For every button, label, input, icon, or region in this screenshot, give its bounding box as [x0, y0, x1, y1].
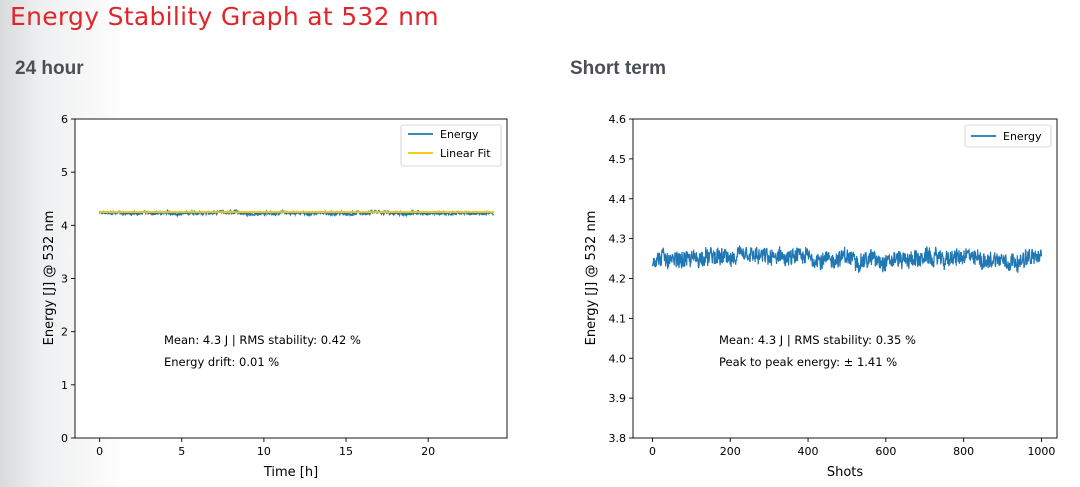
chart-short-term: 0 200 400 600 800 1000 3.8 3.9 4.0 4.1 4.2 4.3 4.4 4.…: [584, 113, 1058, 480]
ticks-layer: 0 200 400 600 800 1000 3.8 3.9 4.0 4.1 4.2 4.3 4.4 4.…: [609, 113, 1056, 458]
legend-label-energy: Energy: [440, 128, 479, 141]
legend-box: [400, 124, 502, 167]
y-tick-label: 4.4: [609, 193, 627, 206]
x-tick-label: 15: [339, 445, 353, 458]
y-tick-label: 4: [61, 219, 68, 232]
ticks-layer: 0 5 10 15 20 0 1 2 3 4 5 6: [61, 113, 435, 458]
annotation-peak-to-peak: Peak to peak energy: ± 1.41 %: [719, 355, 897, 369]
y-tick-label: 3: [61, 273, 68, 286]
y-tick-label: 4.0: [609, 352, 627, 365]
y-axis-label: Energy [J] @ 532 nm: [42, 211, 57, 346]
annotation-mean-rms: Mean: 4.3 J | RMS stability: 0.42 %: [164, 333, 361, 347]
x-axis-label: Shots: [827, 465, 864, 480]
section-heading-24-hour: 24 hour: [15, 58, 84, 79]
x-tick-label: 5: [178, 445, 185, 458]
series-layer: [651, 245, 1043, 273]
y-tick-label: 4.2: [609, 273, 627, 286]
x-tick-label: 400: [798, 445, 819, 458]
annotation-energy-drift: Energy drift: 0.01 %: [164, 355, 279, 369]
series-layer: [99, 208, 495, 218]
legend: Energy Linear Fit: [400, 124, 502, 167]
x-tick-label: 10: [257, 445, 271, 458]
x-tick-label: 20: [421, 445, 435, 458]
x-tick-label: 0: [96, 445, 103, 458]
section-heading-short-term: Short term: [570, 58, 667, 79]
y-tick-label: 2: [61, 326, 68, 339]
y-tick-label: 5: [61, 166, 68, 179]
plot-area: [74, 118, 508, 439]
x-tick-label: 200: [720, 445, 741, 458]
y-tick-label: 3.8: [609, 432, 627, 445]
legend: Energy: [964, 124, 1052, 148]
legend-box: [964, 124, 1052, 148]
y-tick-label: 4.6: [609, 113, 627, 126]
y-axis-label: Energy [J] @ 532 nm: [584, 211, 599, 346]
x-tick-label: 0: [649, 445, 656, 458]
plot-area: [632, 118, 1058, 439]
page-title: Energy Stability Graph at 532 nm: [10, 2, 439, 31]
y-tick-label: 3.9: [609, 392, 627, 405]
x-tick-label: 600: [875, 445, 896, 458]
y-tick-label: 4.3: [609, 233, 627, 246]
series-line-energy: [651, 245, 1043, 273]
x-tick-label: 800: [953, 445, 974, 458]
chart-24-hour: 0 5 10 15 20 0 1 2 3 4 5 6 Time [h] Energy [J] @ 53…: [42, 113, 508, 480]
x-tick-label: 1000: [1027, 445, 1055, 458]
y-tick-label: 0: [61, 432, 68, 445]
x-axis-label: Time [h]: [263, 465, 318, 480]
y-tick-label: 4.5: [609, 153, 627, 166]
y-tick-label: 6: [61, 113, 68, 126]
y-tick-label: 4.1: [609, 312, 627, 325]
legend-label-linear-fit: Linear Fit: [440, 147, 491, 160]
legend-label-energy: Energy: [1003, 130, 1042, 143]
annotation-mean-rms: Mean: 4.3 J | RMS stability: 0.35 %: [719, 333, 916, 347]
y-tick-label: 1: [61, 379, 68, 392]
